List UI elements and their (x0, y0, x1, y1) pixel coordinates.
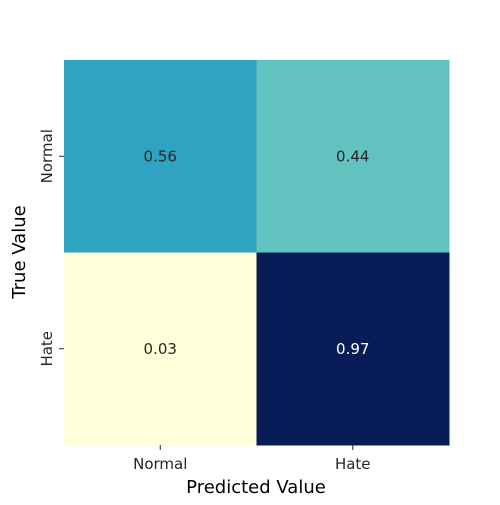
x-tick-label-1: Hate (335, 455, 371, 473)
cell-value-label-0-1: 0.44 (336, 147, 369, 165)
cell-value-label-0-0: 0.56 (144, 147, 177, 165)
heatmap-cell-1-1 (256, 252, 450, 446)
heatmap-cell-0-0 (64, 60, 257, 253)
x-axis-ticks: Normal Hate (133, 445, 371, 473)
cell-value-label-1-1: 0.97 (336, 340, 369, 358)
y-tick-label-0: Normal (38, 129, 56, 183)
x-axis-label: Predicted Value (186, 477, 326, 498)
y-tick-label-1: Hate (38, 331, 56, 367)
heatmap-cell-1-0 (64, 252, 257, 446)
cell-value-label-1-0: 0.03 (144, 340, 177, 358)
y-axis-ticks: Normal Hate (38, 129, 64, 367)
y-axis-label: True Value (9, 205, 30, 299)
heatmap-cells (64, 60, 450, 446)
heatmap-cell-labels: 0.56 0.44 0.03 0.97 (144, 147, 370, 358)
x-tick-label-0: Normal (133, 455, 187, 473)
heatmap-cell-0-1 (256, 60, 450, 253)
